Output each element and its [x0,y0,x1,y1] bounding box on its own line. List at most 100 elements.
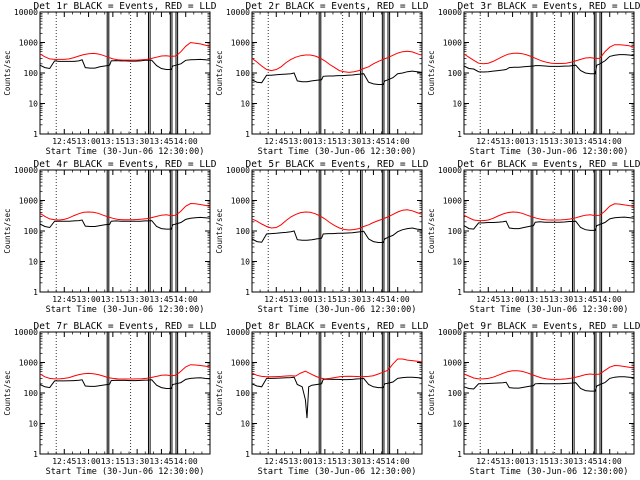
y-tick-label: 1000 [231,197,250,206]
y-tick-label: 100 [24,227,39,236]
x-tick-label: 14:00 [174,457,198,466]
x-tick-label: 13:30 [337,295,361,304]
events-series-line [39,58,211,70]
x-tick-label: 13:00 [501,457,525,466]
x-tick-label: 13:00 [289,295,313,304]
y-tick-label: 1000 [231,359,250,368]
y-tick-label: 100 [236,227,251,236]
x-tick-label: 14:00 [174,137,198,146]
lld-series-line [463,364,635,380]
y-tick-label: 1 [33,450,38,459]
plot-frame [39,331,211,455]
events-series-line [251,227,423,243]
panel-2: Det 2r BLACK = Events, RED = LLD 1 10 100 10… [215,1,429,157]
y-tick-label: 1 [33,288,38,297]
y-tick-label: 1 [457,450,462,459]
y-tick-label: 1000 [231,39,250,48]
y-tick-label: 1 [245,288,250,297]
x-axis-label: Start Time (30-Jun-06 12:30:00) [258,147,417,157]
y-tick-label: 1000 [443,39,462,48]
x-axis-label: Start Time (30-Jun-06 12:30:00) [46,305,205,315]
events-series-line [251,376,423,419]
y-tick-label: 1000 [19,39,38,48]
x-tick-label: 13:15 [313,457,337,466]
x-tick-label: 14:00 [598,137,622,146]
y-axis-label: Counts/sec [3,208,12,253]
panel-title: Det 8r BLACK = Events, RED = LLD [245,321,428,332]
y-tick-label: 10000 [14,166,38,175]
panel-title: Det 7r BLACK = Events, RED = LLD [33,321,216,332]
x-tick-label: 13:45 [573,295,597,304]
panel-title: Det 1r BLACK = Events, RED = LLD [33,1,216,12]
y-axis-label: Counts/sec [427,370,436,415]
y-tick-label: 1000 [443,359,462,368]
lld-series-line [251,209,423,231]
x-tick-label: 13:00 [501,137,525,146]
x-tick-label: 13:30 [125,137,149,146]
x-axis-label: Start Time (30-Jun-06 12:30:00) [470,467,629,477]
plot-frame [251,331,423,455]
panel-title: Det 4r BLACK = Events, RED = LLD [33,159,216,170]
x-tick-label: 13:30 [125,457,149,466]
x-tick-label: 13:45 [361,137,385,146]
y-axis-label: Counts/sec [215,370,224,415]
y-tick-label: 1 [245,450,250,459]
panel-4: Det 4r BLACK = Events, RED = LLD 1 10 100 10… [3,159,217,315]
y-tick-label: 10000 [438,328,462,337]
x-tick-label: 12:45 [52,295,76,304]
y-tick-label: 10 [28,258,38,267]
y-tick-label: 10 [28,100,38,109]
y-tick-label: 100 [24,69,39,78]
x-tick-label: 13:45 [573,457,597,466]
y-axis-label: Counts/sec [215,50,224,95]
y-tick-label: 1000 [443,197,462,206]
panel-title: Det 5r BLACK = Events, RED = LLD [245,159,428,170]
lld-series-line [39,364,211,380]
x-tick-label: 13:15 [101,457,125,466]
y-axis-label: Counts/sec [215,208,224,253]
events-series-line [39,216,211,230]
x-tick-label: 14:00 [598,457,622,466]
events-series-line [463,216,635,231]
x-tick-label: 13:45 [149,137,173,146]
x-tick-label: 13:45 [149,295,173,304]
y-tick-label: 100 [448,69,463,78]
y-tick-label: 100 [236,389,251,398]
events-series-line [463,54,635,75]
panel-title: Det 3r BLACK = Events, RED = LLD [457,1,640,12]
plot-frame [463,169,635,293]
x-axis-label: Start Time (30-Jun-06 12:30:00) [470,305,629,315]
events-series-line [463,376,635,392]
x-tick-label: 13:30 [549,457,573,466]
x-tick-label: 13:00 [289,457,313,466]
x-tick-label: 13:00 [77,137,101,146]
panel-8: Det 8r BLACK = Events, RED = LLD 1 10 100 10… [215,321,429,477]
lld-series-line [463,44,635,65]
lld-series-line [463,203,635,222]
panel-5: Det 5r BLACK = Events, RED = LLD 1 10 100 10… [215,159,429,315]
x-tick-label: 13:15 [525,457,549,466]
y-tick-label: 10000 [226,328,250,337]
lld-series-line [39,41,211,61]
x-tick-label: 12:45 [52,457,76,466]
x-tick-label: 13:00 [501,295,525,304]
x-tick-label: 13:00 [289,137,313,146]
events-series-line [39,377,211,389]
x-tick-label: 14:00 [598,295,622,304]
x-tick-label: 14:00 [174,295,198,304]
events-series-line [251,70,423,85]
y-tick-label: 1000 [19,359,38,368]
y-tick-label: 10 [240,100,250,109]
x-tick-label: 13:15 [525,137,549,146]
y-tick-label: 10 [240,420,250,429]
x-tick-label: 13:45 [361,295,385,304]
panel-title: Det 2r BLACK = Events, RED = LLD [245,1,428,12]
x-axis-label: Start Time (30-Jun-06 12:30:00) [470,147,629,157]
y-axis-label: Counts/sec [3,370,12,415]
x-tick-label: 12:45 [52,137,76,146]
y-tick-label: 10 [452,420,462,429]
x-axis-label: Start Time (30-Jun-06 12:30:00) [46,147,205,157]
x-tick-label: 13:30 [337,457,361,466]
y-tick-label: 1 [33,130,38,139]
x-tick-label: 13:30 [549,137,573,146]
